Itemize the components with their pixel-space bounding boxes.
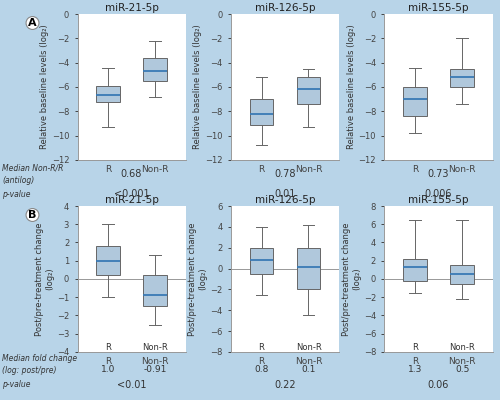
Title: miR-155-5p: miR-155-5p bbox=[408, 195, 469, 205]
Y-axis label: Post/pre-treatment change
(log₂): Post/pre-treatment change (log₂) bbox=[34, 222, 54, 336]
Text: p-value: p-value bbox=[2, 190, 31, 199]
Text: 0.68: 0.68 bbox=[121, 169, 142, 179]
PathPatch shape bbox=[450, 265, 473, 284]
Title: miR-126-5p: miR-126-5p bbox=[255, 3, 316, 13]
Text: A: A bbox=[28, 18, 37, 28]
PathPatch shape bbox=[403, 87, 426, 116]
Text: Median fold change
(log: post/pre): Median fold change (log: post/pre) bbox=[2, 354, 78, 375]
Title: miR-126-5p: miR-126-5p bbox=[255, 195, 316, 205]
Y-axis label: Post/pre-treatment change
(log₂): Post/pre-treatment change (log₂) bbox=[188, 222, 208, 336]
Text: 1.3: 1.3 bbox=[408, 365, 422, 374]
Y-axis label: Post/pre-treatment change
(log₂): Post/pre-treatment change (log₂) bbox=[342, 222, 361, 336]
Text: <0.01: <0.01 bbox=[117, 380, 146, 390]
Text: 0.06: 0.06 bbox=[428, 380, 449, 390]
Text: R: R bbox=[258, 343, 264, 352]
PathPatch shape bbox=[144, 275, 167, 306]
Text: B: B bbox=[28, 210, 36, 220]
Text: Non-R: Non-R bbox=[450, 343, 475, 352]
PathPatch shape bbox=[96, 246, 120, 275]
PathPatch shape bbox=[403, 259, 426, 281]
PathPatch shape bbox=[250, 248, 274, 274]
Text: Non-R: Non-R bbox=[142, 343, 168, 352]
Text: -0.91: -0.91 bbox=[144, 365, 167, 374]
Text: <0.001: <0.001 bbox=[114, 189, 150, 199]
Text: p-value: p-value bbox=[2, 380, 31, 389]
Y-axis label: Relative baseline levels (log₂): Relative baseline levels (log₂) bbox=[194, 24, 202, 149]
PathPatch shape bbox=[450, 69, 473, 87]
Title: miR-21-5p: miR-21-5p bbox=[104, 3, 158, 13]
PathPatch shape bbox=[144, 58, 167, 81]
Text: 0.1: 0.1 bbox=[302, 365, 316, 374]
Y-axis label: Relative baseline levels (log₂): Relative baseline levels (log₂) bbox=[40, 24, 49, 149]
Text: 0.8: 0.8 bbox=[254, 365, 268, 374]
Title: miR-155-5p: miR-155-5p bbox=[408, 3, 469, 13]
Text: Median Non-R/R
(antilog): Median Non-R/R (antilog) bbox=[2, 164, 64, 184]
Text: Non-R: Non-R bbox=[296, 343, 322, 352]
Text: R: R bbox=[412, 343, 418, 352]
Y-axis label: Relative baseline levels (log₂): Relative baseline levels (log₂) bbox=[347, 24, 356, 149]
Text: R: R bbox=[105, 343, 110, 352]
Text: 0.006: 0.006 bbox=[424, 189, 452, 199]
PathPatch shape bbox=[296, 77, 320, 104]
PathPatch shape bbox=[96, 86, 120, 102]
Text: 0.78: 0.78 bbox=[274, 169, 296, 179]
Title: miR-21-5p: miR-21-5p bbox=[104, 195, 158, 205]
PathPatch shape bbox=[296, 248, 320, 289]
Text: 0.22: 0.22 bbox=[274, 380, 296, 390]
Text: 0.5: 0.5 bbox=[455, 365, 469, 374]
Text: 0.73: 0.73 bbox=[428, 169, 449, 179]
Text: 1.0: 1.0 bbox=[100, 365, 115, 374]
PathPatch shape bbox=[250, 99, 274, 125]
Text: 0.01: 0.01 bbox=[274, 189, 295, 199]
